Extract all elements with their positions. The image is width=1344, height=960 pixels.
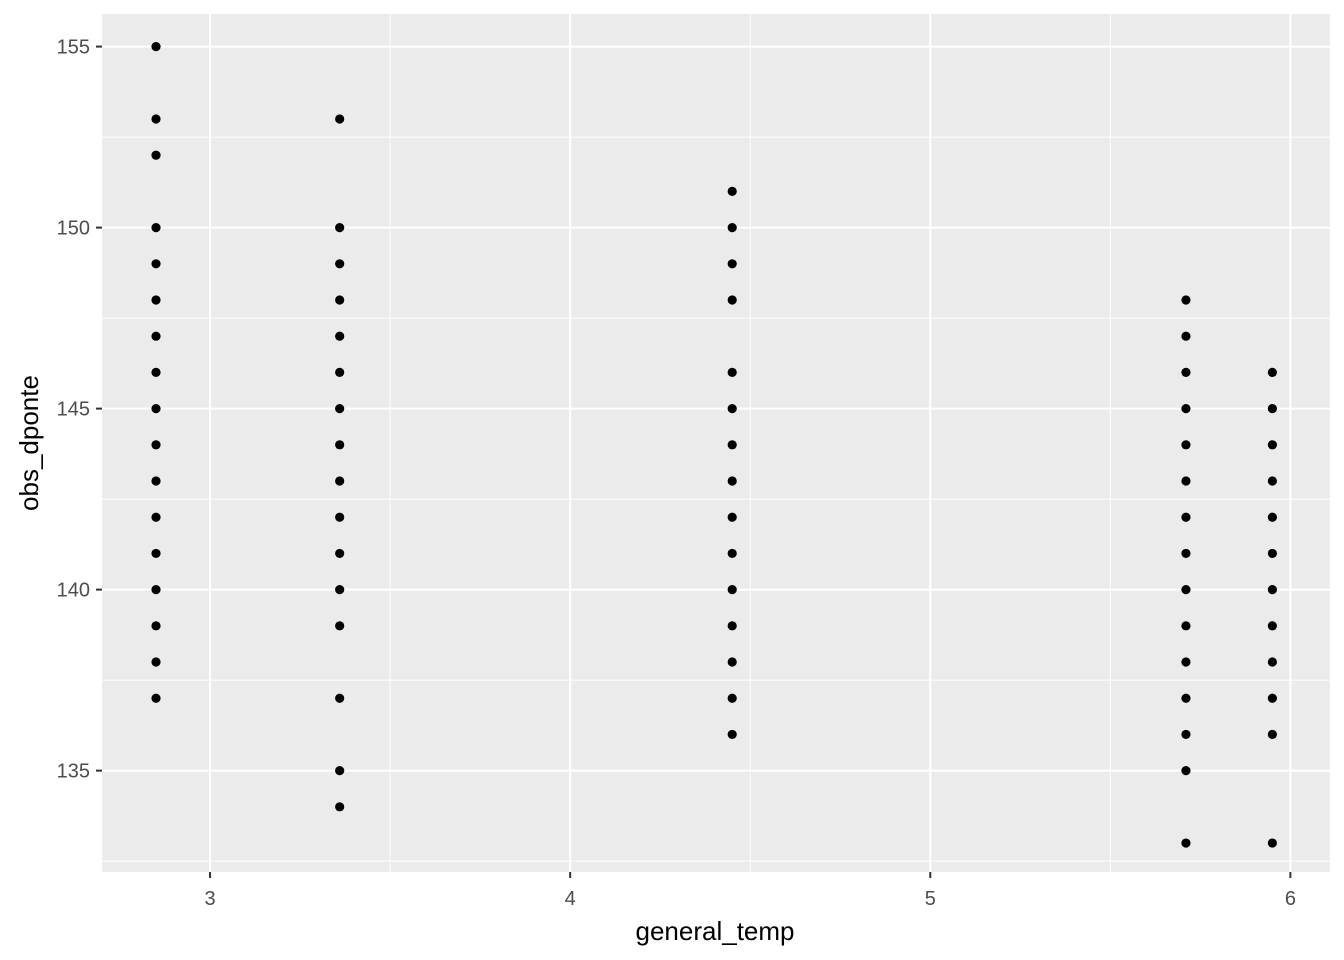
data-point [1181, 440, 1191, 450]
data-point [151, 41, 161, 52]
data-point [151, 440, 161, 450]
data-point [1267, 476, 1277, 486]
data-point [1267, 512, 1277, 522]
data-point [727, 693, 737, 703]
data-point [727, 729, 737, 740]
x-tick-label: 4 [565, 888, 576, 910]
data-point [1181, 476, 1191, 486]
data-point [1267, 548, 1277, 559]
y-tick-label: 155 [57, 37, 90, 59]
data-point [151, 222, 161, 233]
data-point [1181, 295, 1191, 305]
data-point [335, 222, 345, 233]
data-point [335, 404, 345, 414]
data-point [335, 693, 345, 703]
data-point [727, 440, 737, 450]
data-point [1181, 367, 1191, 378]
x-tick-label: 3 [204, 888, 215, 910]
y-tick-label: 140 [57, 580, 90, 602]
data-point [335, 621, 345, 631]
data-point [1267, 621, 1277, 631]
data-point [151, 476, 161, 486]
data-point [1267, 367, 1277, 378]
data-point [1181, 331, 1191, 341]
data-point [151, 295, 161, 305]
data-point [151, 657, 161, 667]
data-point [727, 222, 737, 233]
x-axis: 3 4 5 6 [204, 872, 1296, 910]
data-point [335, 512, 345, 522]
data-point [335, 331, 345, 341]
data-point [1181, 404, 1191, 414]
data-point [151, 404, 161, 414]
data-point [151, 621, 161, 631]
data-point [1181, 548, 1191, 559]
y-tick-label: 135 [57, 761, 90, 783]
y-tick-label: 145 [57, 399, 90, 421]
data-point [1267, 693, 1277, 703]
data-point [151, 331, 161, 341]
data-point [335, 548, 345, 559]
x-tick-label: 6 [1285, 888, 1296, 910]
data-point [335, 295, 345, 305]
data-point [335, 585, 345, 595]
data-point [151, 512, 161, 522]
data-point [335, 367, 345, 378]
data-point [151, 693, 161, 703]
data-point [727, 186, 737, 196]
y-tick-label: 150 [57, 218, 90, 240]
data-point [335, 802, 345, 812]
data-point [1181, 657, 1191, 667]
minor-gridlines [102, 14, 1330, 872]
data-point [727, 367, 737, 378]
data-point [1267, 585, 1277, 595]
data-point [1267, 440, 1277, 450]
data-point [335, 440, 345, 450]
data-point [727, 548, 737, 559]
data-point [727, 259, 737, 269]
data-point [1267, 657, 1277, 667]
data-point [151, 114, 161, 124]
data-point [1267, 838, 1277, 848]
data-point [1267, 404, 1277, 414]
data-point [727, 476, 737, 486]
data-point [335, 476, 345, 486]
data-point [1181, 585, 1191, 595]
data-point [335, 114, 345, 124]
data-point [335, 259, 345, 269]
data-point [1181, 621, 1191, 631]
plot-panel [102, 14, 1330, 872]
major-gridlines [102, 14, 1330, 872]
data-point [727, 657, 737, 667]
data-point [727, 585, 737, 595]
y-axis: 135 140 145 150 155 [57, 37, 102, 783]
y-axis-title: obs_dponte [14, 375, 44, 511]
data-point [1181, 693, 1191, 703]
x-tick-label: 5 [925, 888, 936, 910]
data-point [1267, 729, 1277, 740]
data-point [335, 766, 345, 776]
data-point [1181, 838, 1191, 848]
data-point [151, 585, 161, 595]
data-point [727, 621, 737, 631]
data-point [727, 512, 737, 522]
data-points [151, 41, 1277, 848]
data-point [727, 295, 737, 305]
data-point [151, 367, 161, 378]
data-point [151, 548, 161, 559]
data-point [151, 259, 161, 269]
data-point [151, 150, 161, 160]
data-point [1181, 729, 1191, 740]
data-point [727, 404, 737, 414]
data-point [1181, 766, 1191, 776]
x-axis-title: general_temp [636, 916, 795, 946]
data-point [1181, 512, 1191, 522]
